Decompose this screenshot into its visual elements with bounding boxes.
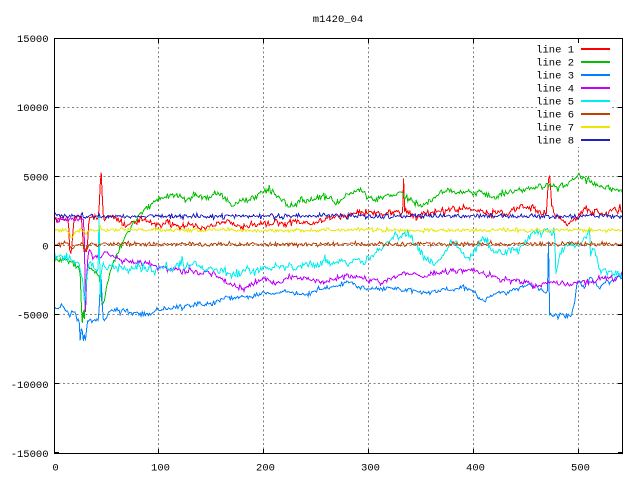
svg-text:5000: 5000 bbox=[23, 172, 48, 184]
svg-text:0: 0 bbox=[52, 463, 58, 475]
svg-text:-15000: -15000 bbox=[11, 449, 49, 461]
svg-text:line 2: line 2 bbox=[536, 58, 574, 70]
svg-text:line 3: line 3 bbox=[536, 71, 574, 83]
svg-text:10000: 10000 bbox=[17, 103, 49, 115]
svg-text:-5000: -5000 bbox=[17, 311, 49, 323]
svg-text:line 6: line 6 bbox=[536, 110, 574, 122]
svg-text:200: 200 bbox=[256, 463, 275, 475]
svg-text:line 7: line 7 bbox=[536, 123, 574, 135]
svg-text:400: 400 bbox=[466, 463, 485, 475]
svg-text:100: 100 bbox=[151, 463, 170, 475]
svg-text:0: 0 bbox=[42, 242, 48, 254]
svg-text:300: 300 bbox=[361, 463, 380, 475]
svg-text:line 5: line 5 bbox=[536, 97, 574, 109]
svg-text:line 1: line 1 bbox=[536, 45, 574, 57]
svg-text:-10000: -10000 bbox=[11, 380, 49, 392]
svg-text:15000: 15000 bbox=[17, 34, 49, 46]
svg-text:line 8: line 8 bbox=[536, 136, 574, 148]
svg-text:500: 500 bbox=[571, 463, 590, 475]
svg-text:line 4: line 4 bbox=[536, 84, 574, 96]
svg-text:m1420_04: m1420_04 bbox=[313, 14, 363, 26]
